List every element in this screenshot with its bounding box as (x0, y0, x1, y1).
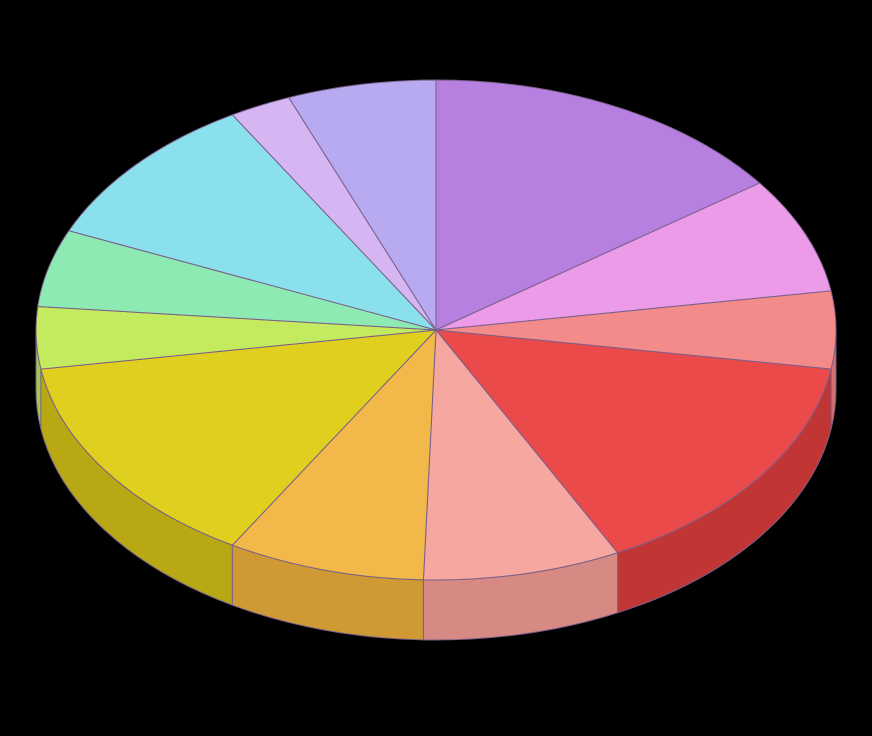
pie-top (36, 80, 836, 580)
pie-chart-3d (0, 0, 872, 736)
